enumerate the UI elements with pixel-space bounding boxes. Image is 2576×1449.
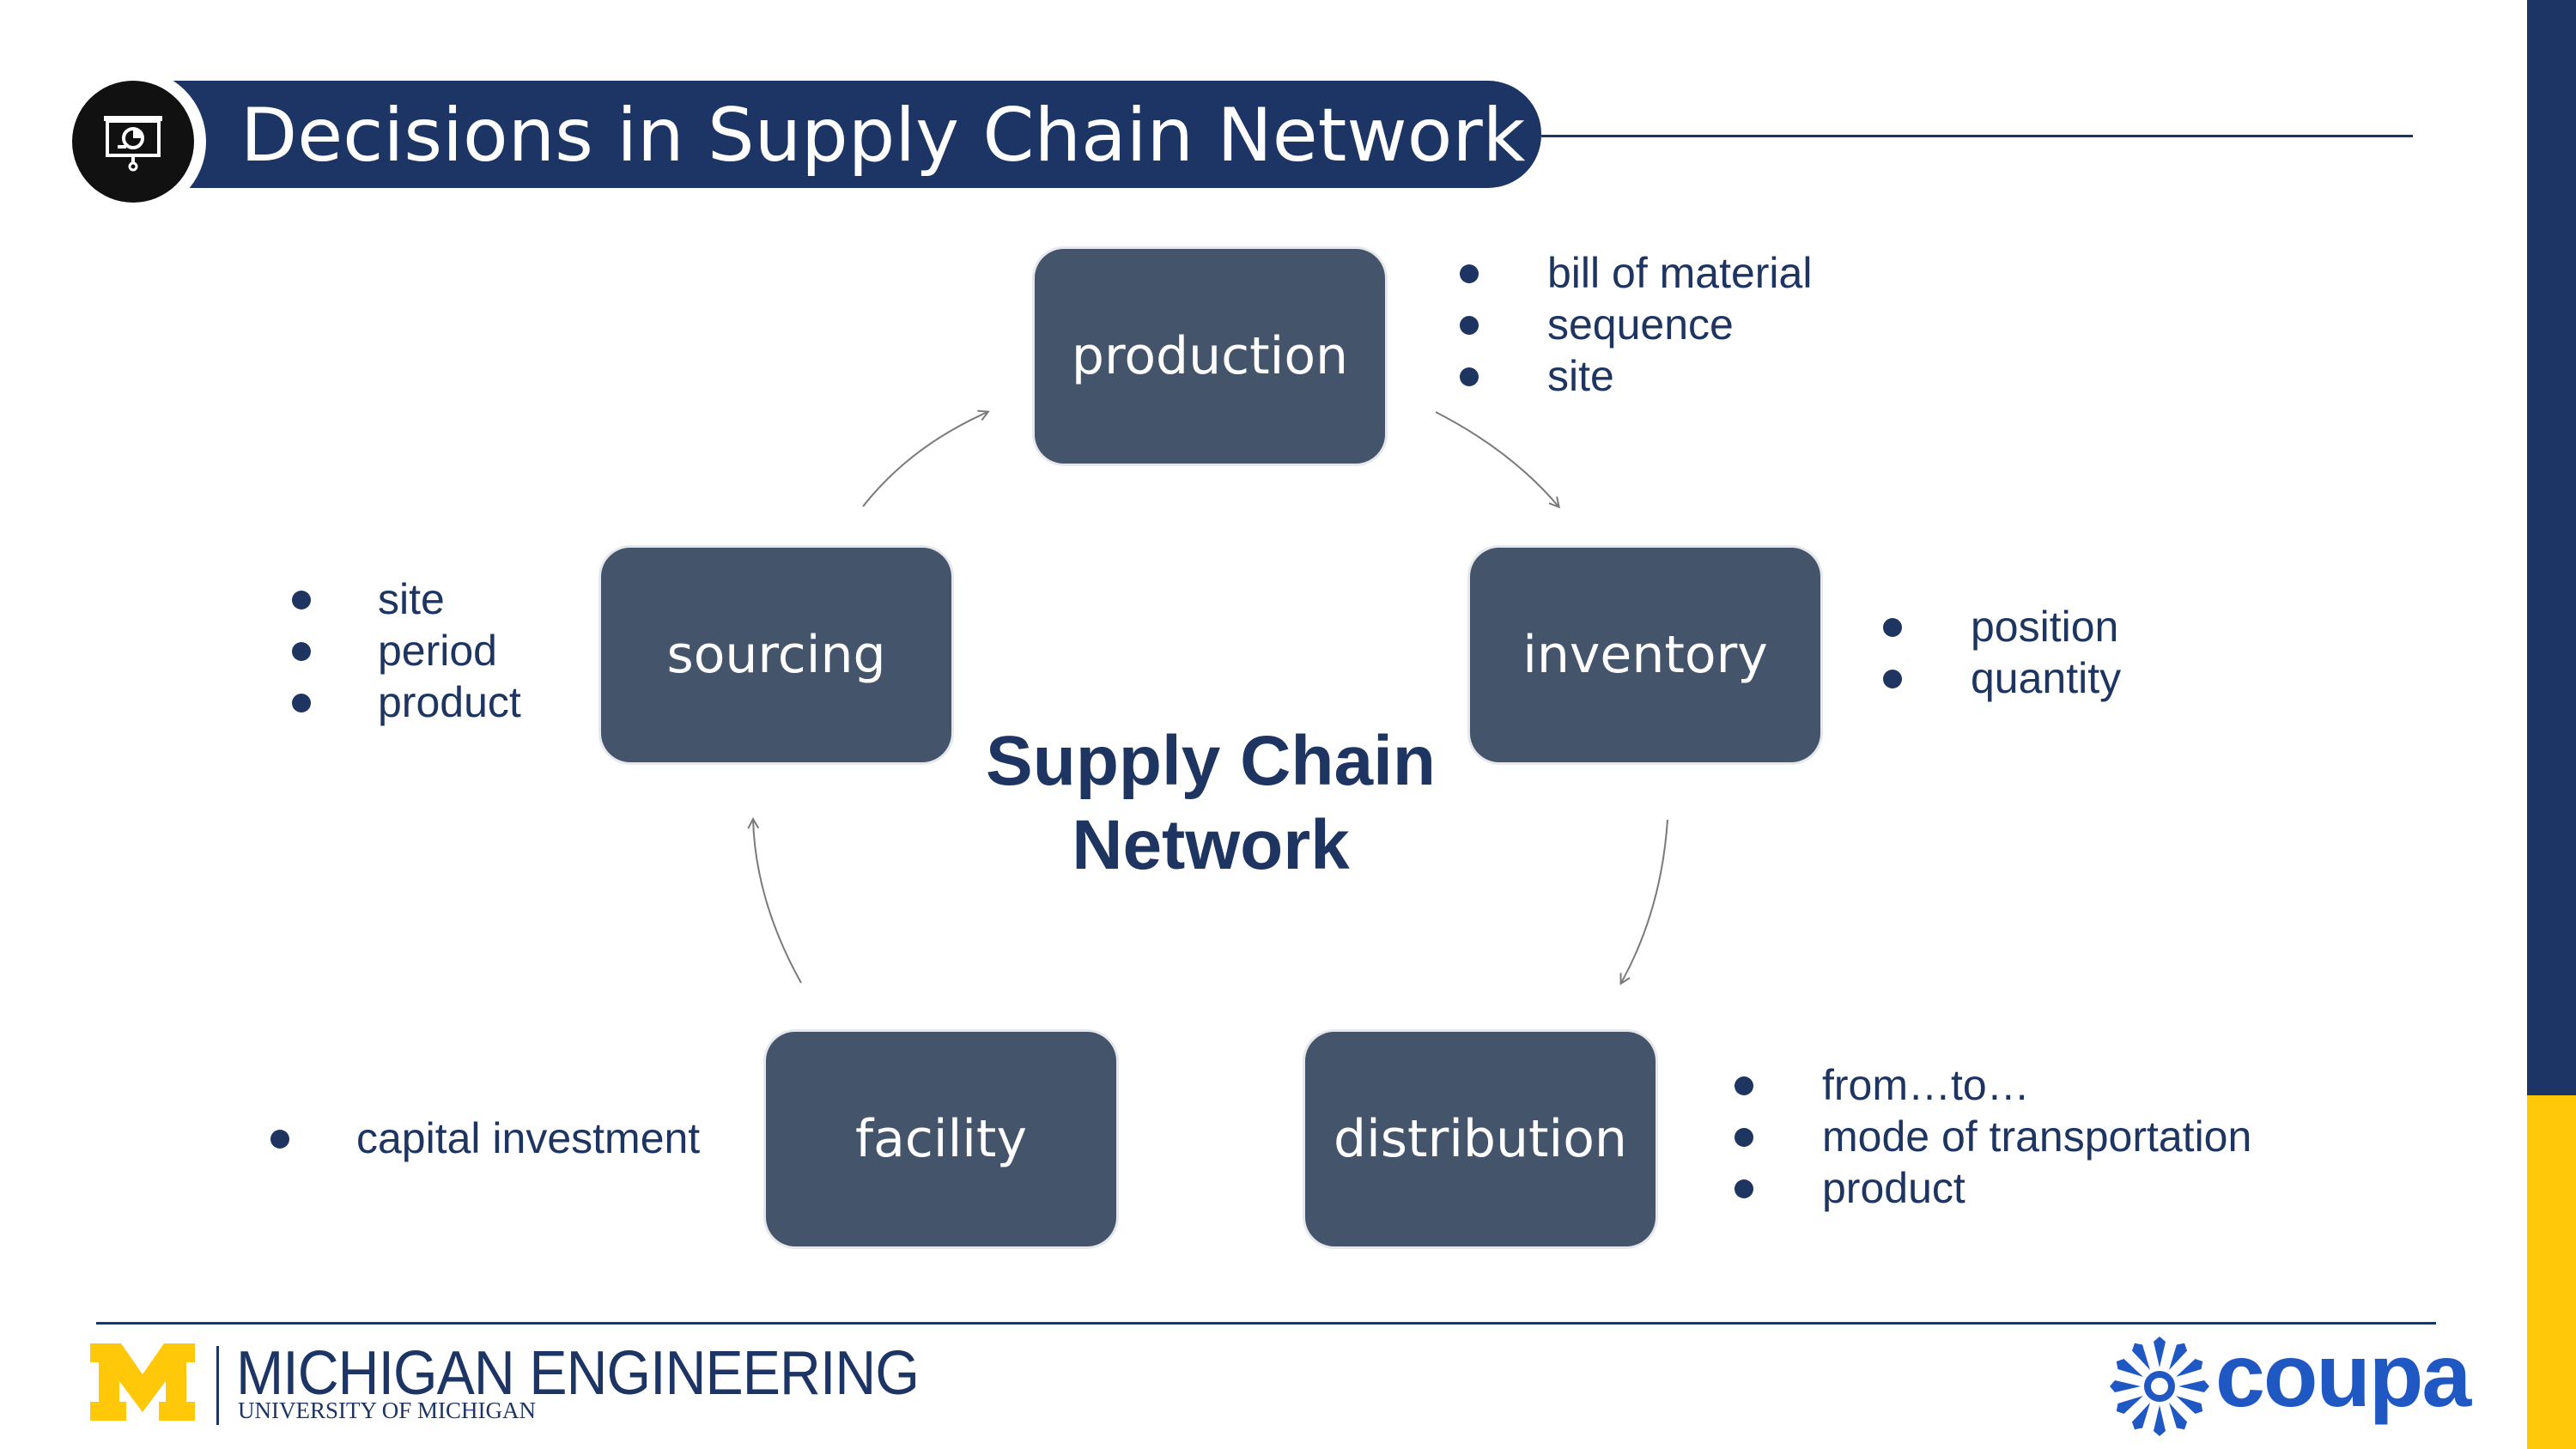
list-item: bill of material xyxy=(1460,247,1812,299)
arrow-sourcing-to-production xyxy=(862,412,987,507)
node-inventory: inventory xyxy=(1470,548,1820,762)
notes-production: bill of material sequence site xyxy=(1460,247,1812,402)
coupa-flower-icon xyxy=(2108,1335,2211,1442)
title-rule xyxy=(1541,135,2413,137)
notes-facility: capital investment xyxy=(270,1113,700,1164)
list-item: quantity xyxy=(1883,652,2121,704)
node-sourcing: sourcing xyxy=(601,548,951,762)
arrow-inventory-to-distribution xyxy=(1621,819,1668,983)
list-item: product xyxy=(292,676,521,728)
page-title: Decisions in Supply Chain Network xyxy=(240,93,1526,179)
list-item: site xyxy=(292,573,521,625)
list-item: position xyxy=(1883,601,2121,652)
list-item: product xyxy=(1735,1162,2251,1214)
list-item: period xyxy=(292,625,521,676)
list-item: site xyxy=(1460,350,1812,402)
university-subtitle: UNIVERSITY OF MICHIGAN xyxy=(238,1397,536,1423)
center-label: Supply Chain Network xyxy=(945,719,1477,888)
presentation-chart-icon xyxy=(72,81,194,203)
center-label-line-1: Supply Chain xyxy=(986,722,1436,800)
list-item: mode of transportation xyxy=(1735,1111,2251,1162)
footer-logo-divider xyxy=(216,1346,219,1425)
center-label-line-2: Network xyxy=(1072,806,1350,884)
block-m-logo-icon xyxy=(90,1343,195,1425)
notes-distribution: from…to… mode of transportation product xyxy=(1735,1059,2251,1214)
notes-inventory: position quantity xyxy=(1883,601,2121,704)
arrow-facility-to-sourcing xyxy=(753,820,802,984)
footer-rule xyxy=(96,1322,2436,1325)
list-item: from…to… xyxy=(1735,1059,2251,1111)
node-distribution: distribution xyxy=(1305,1032,1656,1246)
notes-sourcing: site period product xyxy=(292,573,521,728)
university-name: MICHIGAN ENGINEERING xyxy=(236,1339,920,1408)
list-item: capital investment xyxy=(270,1113,700,1164)
list-item: sequence xyxy=(1460,299,1812,350)
node-production: production xyxy=(1035,249,1385,464)
right-edge-stripe-gold xyxy=(2527,1095,2576,1449)
coupa-wordmark: coupa xyxy=(2215,1326,2471,1426)
node-facility: facility xyxy=(766,1032,1116,1246)
right-edge-stripe-blue xyxy=(2527,0,2576,1095)
arrow-production-to-inventory xyxy=(1435,411,1558,506)
title-banner xyxy=(172,81,1541,188)
